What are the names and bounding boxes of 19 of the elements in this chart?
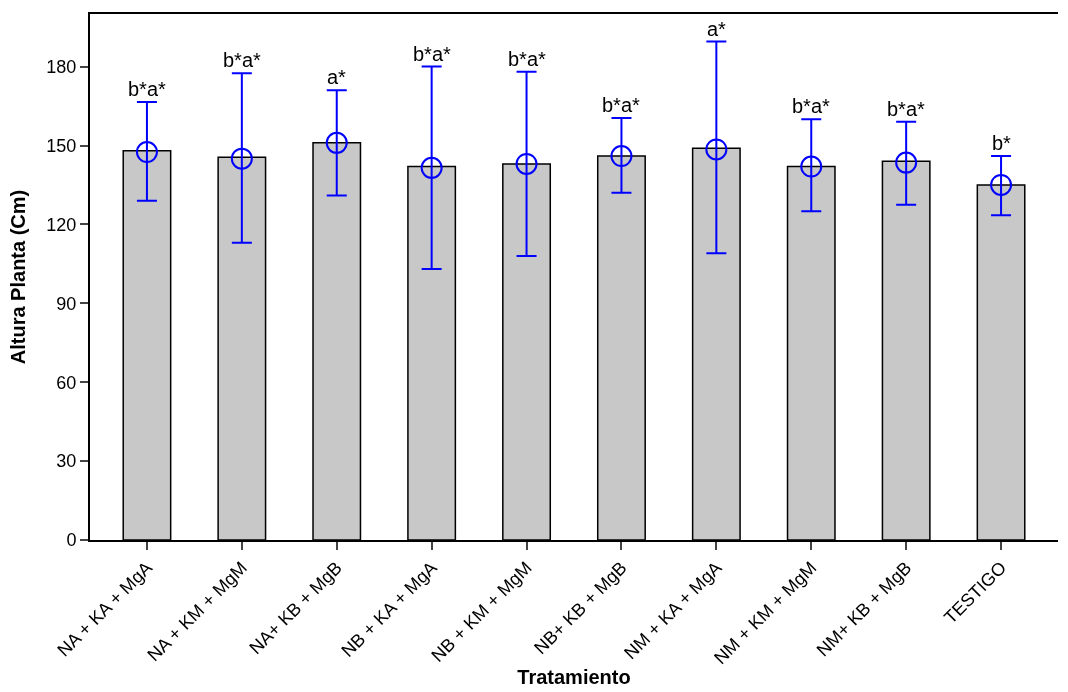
y-tick-label: 60: [56, 372, 77, 393]
annotation: b*a*: [602, 94, 641, 116]
annotation: b*a*: [792, 95, 831, 117]
y-axis-title: Altura Planta (Cm): [7, 189, 30, 365]
x-axis-title: Tratamiento: [517, 665, 631, 688]
annotation: b*a*: [887, 98, 926, 120]
annotation: b*a*: [128, 78, 167, 100]
annotation: b*: [992, 132, 1012, 154]
annotation: b*a*: [223, 49, 262, 71]
y-tick-label: 90: [56, 293, 77, 314]
y-tick-label: 120: [46, 214, 77, 235]
annotation: b*a*: [508, 48, 547, 70]
annotation: a*: [327, 66, 347, 88]
y-tick-label: 30: [56, 451, 77, 472]
annotation: a*: [707, 18, 727, 40]
y-tick-label: 180: [46, 56, 77, 77]
y-tick-label: 0: [66, 530, 77, 551]
annotation: b*a*: [413, 43, 452, 65]
y-tick-label: 150: [46, 135, 77, 156]
